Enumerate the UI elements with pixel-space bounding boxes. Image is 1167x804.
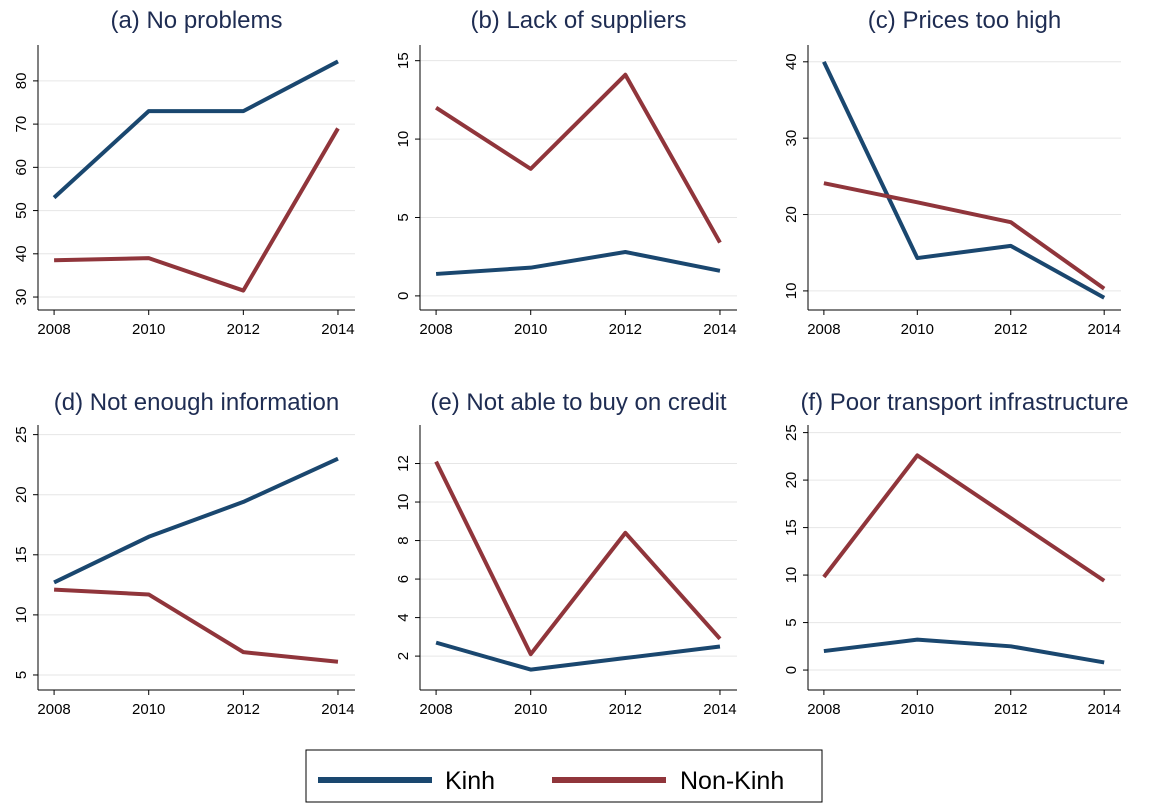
y-tick-label: 15 xyxy=(783,519,800,536)
line-series xyxy=(435,249,721,276)
y-tick-label: 12 xyxy=(395,455,412,472)
x-tick-label: 2014 xyxy=(321,701,354,718)
x-tick-label: 2012 xyxy=(609,701,642,718)
x-tick-label: 2008 xyxy=(807,701,840,718)
x-tick-label: 2010 xyxy=(514,701,547,718)
y-tick-label: 60 xyxy=(13,159,30,176)
y-tick-label: 10 xyxy=(13,607,30,624)
x-tick-label: 2008 xyxy=(807,321,840,338)
y-tick-label: 25 xyxy=(13,426,30,443)
y-tick-label: 80 xyxy=(13,73,30,90)
x-tick-label: 2014 xyxy=(703,701,736,718)
line-series xyxy=(53,587,339,664)
x-tick-label: 2014 xyxy=(1087,701,1120,718)
y-tick-label: 10 xyxy=(783,283,800,300)
y-tick-label: 30 xyxy=(783,130,800,147)
line-series xyxy=(435,640,721,672)
y-tick-label: 10 xyxy=(395,131,412,148)
x-tick-label: 2010 xyxy=(901,701,934,718)
line-series xyxy=(822,453,1106,583)
y-tick-label: 10 xyxy=(783,567,800,584)
line-series xyxy=(53,456,339,585)
x-tick-label: 2008 xyxy=(419,701,452,718)
legend-label: Non-Kinh xyxy=(680,767,784,795)
line-series xyxy=(54,127,340,293)
legend-box xyxy=(305,749,823,803)
y-tick-label: 70 xyxy=(13,116,30,133)
x-tick-label: 2012 xyxy=(227,321,260,338)
panel-title: (a) No problems xyxy=(110,7,282,34)
panel-title: (f) Poor transport infrastructure xyxy=(800,389,1128,416)
y-tick-label: 40 xyxy=(783,53,800,70)
y-tick-label: 15 xyxy=(13,546,30,563)
y-tick-label: 6 xyxy=(395,575,412,583)
y-tick-label: 25 xyxy=(783,424,800,441)
x-tick-label: 2012 xyxy=(994,701,1027,718)
y-tick-label: 20 xyxy=(783,472,800,489)
x-tick-label: 2008 xyxy=(37,321,70,338)
line-series xyxy=(435,72,722,244)
x-tick-label: 2008 xyxy=(37,701,70,718)
y-tick-label: 20 xyxy=(783,206,800,223)
x-tick-label: 2010 xyxy=(132,321,165,338)
x-tick-label: 2010 xyxy=(901,321,934,338)
y-tick-label: 40 xyxy=(13,245,30,262)
y-tick-label: 20 xyxy=(13,486,30,503)
x-tick-label: 2008 xyxy=(419,321,452,338)
y-tick-label: 0 xyxy=(783,666,800,674)
y-tick-label: 0 xyxy=(395,292,412,300)
y-tick-label: 2 xyxy=(395,652,412,660)
y-tick-label: 8 xyxy=(395,536,412,544)
y-tick-label: 50 xyxy=(13,202,30,219)
y-tick-label: 30 xyxy=(13,289,30,306)
x-tick-label: 2010 xyxy=(514,321,547,338)
line-series xyxy=(823,181,1106,291)
y-tick-label: 5 xyxy=(783,618,800,626)
x-tick-label: 2012 xyxy=(994,321,1027,338)
panel-title: (e) Not able to buy on credit xyxy=(430,389,726,416)
line-series xyxy=(823,637,1105,665)
x-tick-label: 2014 xyxy=(703,321,736,338)
y-tick-label: 5 xyxy=(395,213,412,221)
panel-title: (c) Prices too high xyxy=(868,7,1061,34)
panel-title: (b) Lack of suppliers xyxy=(470,7,686,34)
x-tick-label: 2014 xyxy=(1087,321,1120,338)
x-tick-label: 2014 xyxy=(321,321,354,338)
legend-label: Kinh xyxy=(445,767,495,795)
y-tick-label: 5 xyxy=(13,671,30,679)
line-series xyxy=(822,60,1106,300)
x-tick-label: 2010 xyxy=(132,701,165,718)
panel-title: (d) Not enough information xyxy=(54,389,340,416)
y-tick-label: 4 xyxy=(395,613,412,621)
y-tick-label: 10 xyxy=(395,494,412,511)
y-tick-label: 15 xyxy=(395,52,412,69)
x-tick-label: 2012 xyxy=(227,701,260,718)
line-series xyxy=(434,460,722,657)
x-tick-label: 2012 xyxy=(609,321,642,338)
line-series xyxy=(52,59,339,200)
